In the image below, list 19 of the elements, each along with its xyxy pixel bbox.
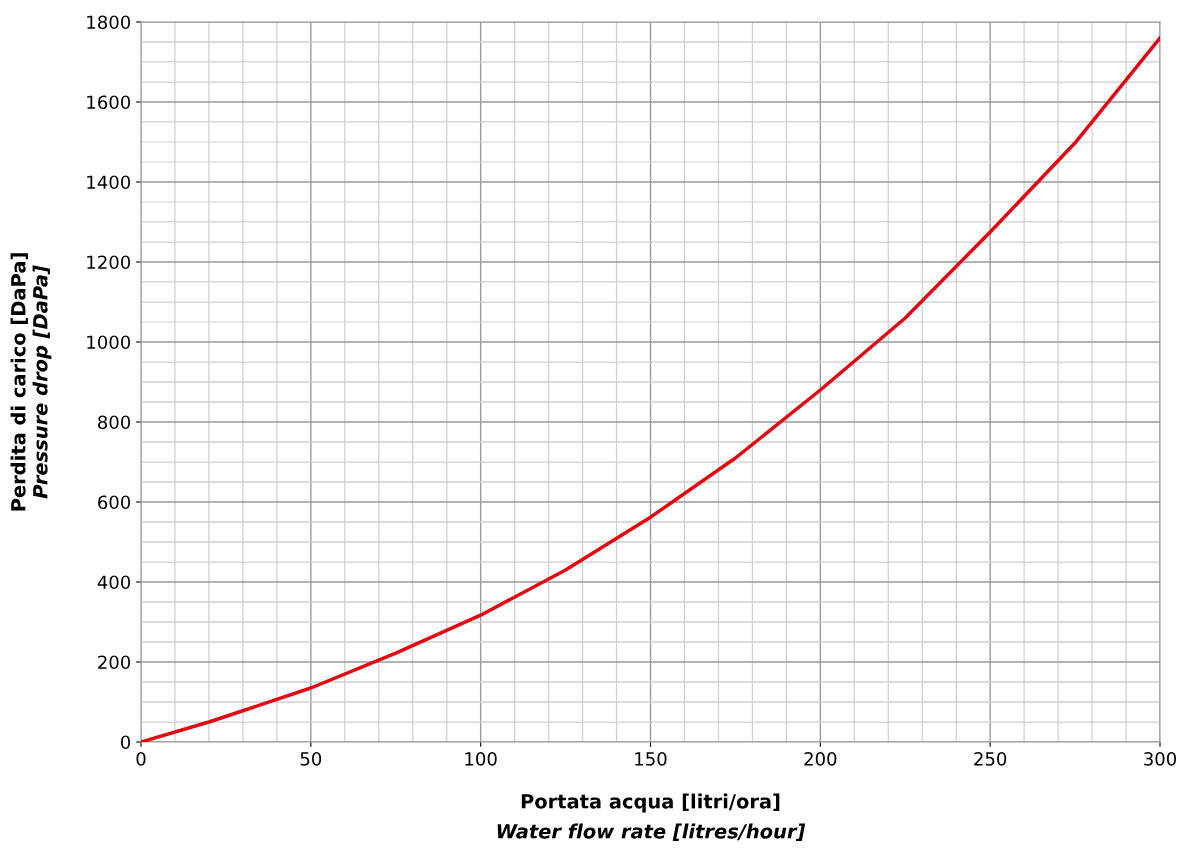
y-tick-label: 400 xyxy=(97,575,131,590)
x-tick-label: 0 xyxy=(136,752,146,766)
y-tick-label: 800 xyxy=(98,415,131,430)
x-tick-label: 50 xyxy=(300,752,322,766)
y-axis-title: Perdita di carico [DaPa] Pressure drop [DaPa] xyxy=(10,253,52,511)
y-tick-label: 1200 xyxy=(87,255,131,270)
y-tick-label: 1800 xyxy=(87,15,131,30)
y-tick-label: 600 xyxy=(98,495,131,510)
x-tick-label: 250 xyxy=(974,752,1007,766)
y-tick-label: 1400 xyxy=(87,175,131,190)
x-tick-label: 150 xyxy=(635,752,667,766)
x-tick-label: 100 xyxy=(465,752,497,766)
x-tick-label: 300 xyxy=(1144,752,1177,766)
y-tick-label: 200 xyxy=(98,655,131,670)
y-tick-label: 1000 xyxy=(87,335,131,350)
y-tick-label: 0 xyxy=(120,735,131,750)
y-tick-label: 1600 xyxy=(87,95,131,110)
x-axis-title: Portata acqua [litri/ora] Water flow rate [litres/hour] xyxy=(497,793,806,841)
x-tick-label: 200 xyxy=(804,752,837,766)
